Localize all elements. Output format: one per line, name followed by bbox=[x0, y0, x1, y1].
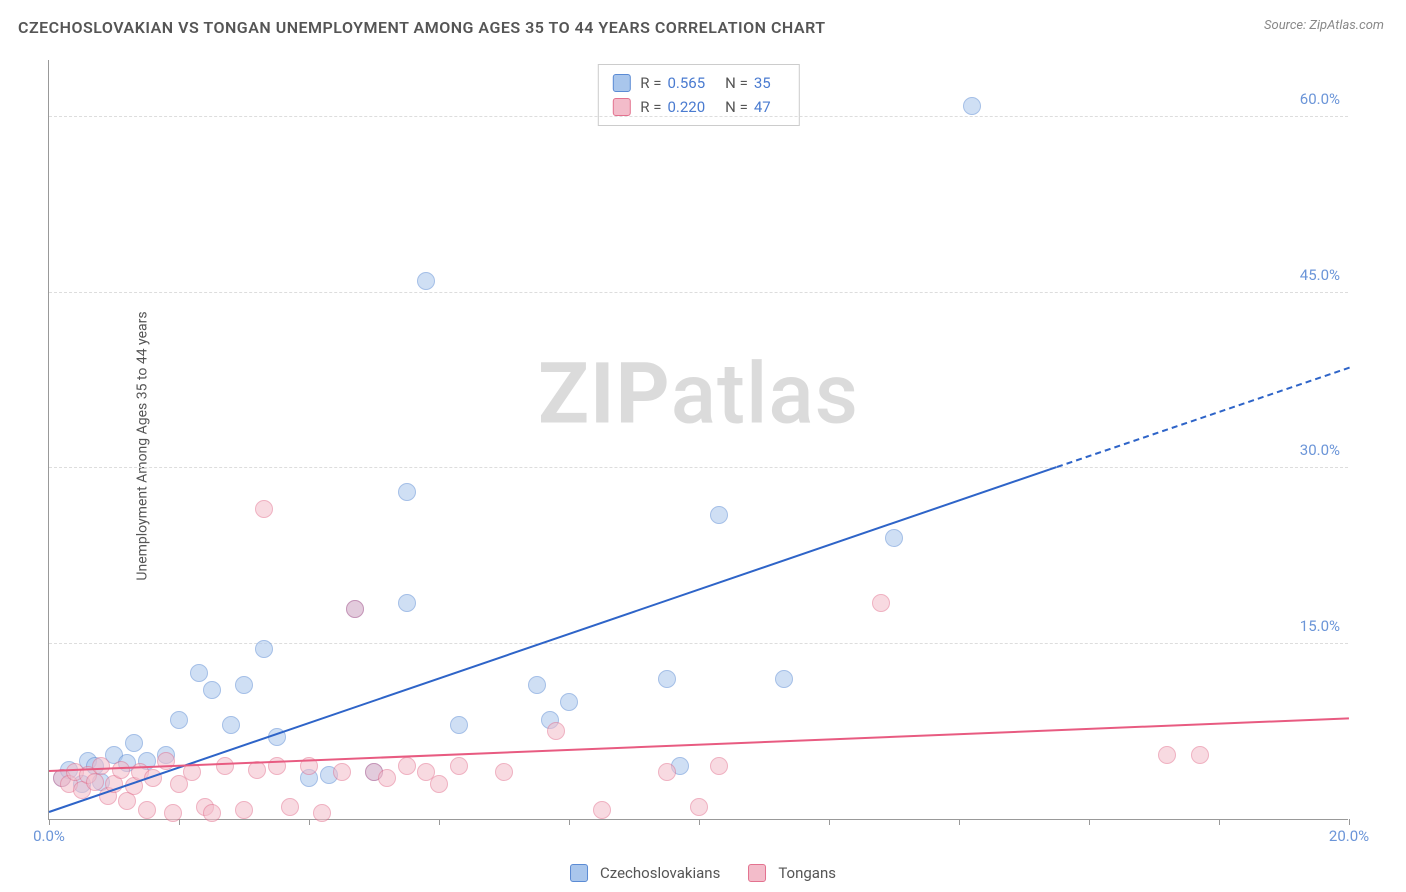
data-point bbox=[885, 529, 903, 547]
data-point bbox=[963, 97, 981, 115]
x-tick bbox=[439, 819, 440, 825]
x-tick bbox=[699, 819, 700, 825]
stat-key: N = bbox=[725, 71, 748, 95]
data-point bbox=[333, 763, 351, 781]
data-point bbox=[547, 722, 565, 740]
data-point bbox=[255, 640, 273, 658]
data-point bbox=[170, 711, 188, 729]
data-point bbox=[216, 757, 234, 775]
x-tick bbox=[1349, 819, 1350, 825]
data-point bbox=[235, 801, 253, 819]
stat-key: R = bbox=[640, 95, 661, 119]
data-point bbox=[92, 757, 110, 775]
x-tick bbox=[569, 819, 570, 825]
x-tick-label: 0.0% bbox=[33, 827, 65, 845]
stat-value: 0.565 bbox=[667, 71, 705, 95]
legend-swatch bbox=[748, 864, 766, 882]
data-point bbox=[138, 801, 156, 819]
legend-label: Tongans bbox=[778, 864, 836, 882]
data-point bbox=[430, 775, 448, 793]
data-point bbox=[222, 716, 240, 734]
legend-swatch bbox=[570, 864, 588, 882]
data-point bbox=[125, 734, 143, 752]
stat-value: 0.220 bbox=[667, 95, 705, 119]
x-tick bbox=[1219, 819, 1220, 825]
x-tick bbox=[309, 819, 310, 825]
legend-label: Czechoslovakians bbox=[600, 864, 720, 882]
legend-item: Czechoslovakians bbox=[570, 864, 720, 882]
gridline bbox=[49, 292, 1348, 293]
data-point bbox=[658, 763, 676, 781]
data-point bbox=[203, 804, 221, 822]
data-point bbox=[313, 804, 331, 822]
data-point bbox=[658, 670, 676, 688]
stat-value: 47 bbox=[754, 95, 771, 119]
data-point bbox=[872, 594, 890, 612]
data-point bbox=[1158, 746, 1176, 764]
y-tick-label: 15.0% bbox=[1300, 617, 1340, 635]
stat-row: R = 0.220 N = 47 bbox=[612, 95, 784, 119]
stat-value: 35 bbox=[754, 71, 771, 95]
data-point bbox=[450, 716, 468, 734]
x-tick-label: 20.0% bbox=[1329, 827, 1369, 845]
x-tick bbox=[829, 819, 830, 825]
data-point bbox=[346, 600, 364, 618]
gridline bbox=[49, 643, 1348, 644]
y-tick-label: 60.0% bbox=[1300, 90, 1340, 108]
data-point bbox=[450, 757, 468, 775]
data-point bbox=[528, 676, 546, 694]
data-point bbox=[560, 693, 578, 711]
data-point bbox=[203, 681, 221, 699]
data-point bbox=[112, 761, 130, 779]
data-point bbox=[164, 804, 182, 822]
source-label: Source: ZipAtlas.com bbox=[1264, 18, 1384, 33]
data-point bbox=[190, 664, 208, 682]
data-point bbox=[1191, 746, 1209, 764]
series-legend: Czechoslovakians Tongans bbox=[570, 864, 836, 882]
x-tick bbox=[1089, 819, 1090, 825]
trend-line bbox=[49, 466, 1057, 813]
watermark: ZIPatlas bbox=[538, 344, 859, 443]
legend-swatch bbox=[612, 74, 630, 92]
stat-key: R = bbox=[640, 71, 661, 95]
data-point bbox=[495, 763, 513, 781]
data-point bbox=[398, 594, 416, 612]
data-point bbox=[255, 500, 273, 518]
stat-row: R = 0.565 N = 35 bbox=[612, 71, 784, 95]
y-tick-label: 30.0% bbox=[1300, 441, 1340, 459]
data-point bbox=[775, 670, 793, 688]
data-point bbox=[398, 483, 416, 501]
x-tick bbox=[179, 819, 180, 825]
y-tick-label: 45.0% bbox=[1300, 266, 1340, 284]
data-point bbox=[378, 769, 396, 787]
stat-key: N = bbox=[725, 95, 748, 119]
data-point bbox=[690, 798, 708, 816]
legend-swatch bbox=[612, 98, 630, 116]
data-point bbox=[398, 757, 416, 775]
x-tick bbox=[959, 819, 960, 825]
legend-item: Tongans bbox=[748, 864, 836, 882]
gridline bbox=[49, 116, 1348, 117]
scatter-plot: ZIPatlas R = 0.565 N = 35 R = 0.220 N = 47 15.0… bbox=[48, 60, 1348, 820]
data-point bbox=[710, 506, 728, 524]
chart-title: CZECHOSLOVAKIAN VS TONGAN UNEMPLOYMENT A… bbox=[18, 18, 826, 37]
data-point bbox=[281, 798, 299, 816]
data-point bbox=[235, 676, 253, 694]
data-point bbox=[710, 757, 728, 775]
data-point bbox=[417, 272, 435, 290]
data-point bbox=[593, 801, 611, 819]
gridline bbox=[49, 467, 1348, 468]
x-tick bbox=[49, 819, 50, 825]
